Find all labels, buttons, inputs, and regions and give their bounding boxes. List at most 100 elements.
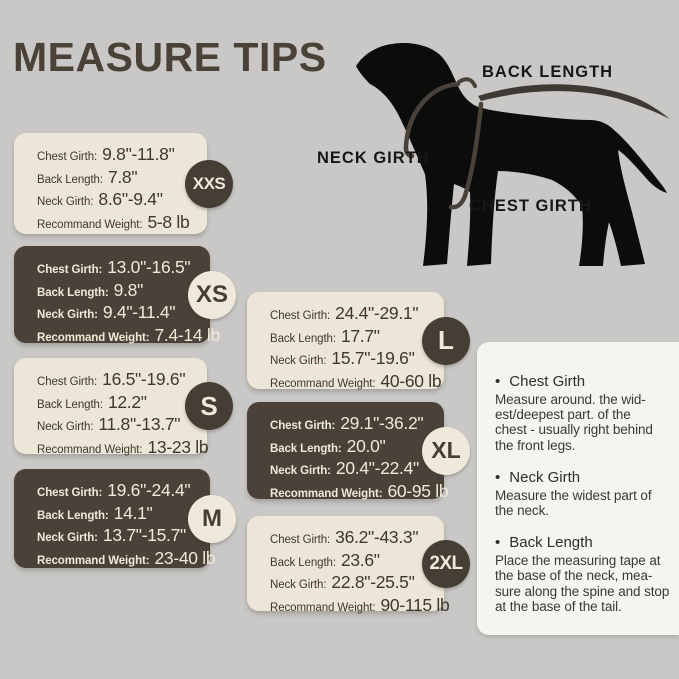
size-badge-label: XL bbox=[431, 437, 461, 463]
neck-girth-value: 22.8"-25.5" bbox=[331, 572, 415, 592]
weight-row: Recommand Weight: 40-60 lb bbox=[270, 371, 442, 394]
chest-girth-row: Chest Girth: 19.6"-24.4" bbox=[37, 480, 206, 503]
size-card-xxs: Chest Girth: 9.8"-11.8" Back Length: 7.8" … bbox=[14, 133, 233, 234]
back-length-row: Back Length: 9.8" bbox=[37, 280, 206, 303]
chest-girth-row: Chest Girth: 13.0"-16.5" bbox=[37, 257, 206, 280]
tip-heading: • Chest Girth bbox=[495, 373, 673, 390]
size-card-l: Chest Girth: 24.4"-29.1" Back Length: 17.7… bbox=[247, 292, 470, 391]
weight-row: Recommand Weight: 7.4-14 lb bbox=[37, 325, 220, 348]
size-card-xs: Chest Girth: 13.0"-16.5" Back Length: 9.8"… bbox=[14, 246, 236, 345]
tip-heading-text: Back Length bbox=[509, 534, 593, 552]
size-card-2xl: Chest Girth: 36.2"-43.3" Back Length: 23.6… bbox=[247, 516, 470, 615]
back-length-row: Back Length: 23.6" bbox=[270, 550, 440, 573]
neck-girth-field-label: Neck Girth: bbox=[37, 309, 98, 321]
back-length-value: 7.8" bbox=[107, 166, 138, 187]
weight-field-label: Recommand Weight: bbox=[270, 487, 383, 500]
neck-girth-row: Neck Girth: 8.6"-9.4" bbox=[37, 189, 203, 212]
back-length-value: 9.8" bbox=[113, 279, 144, 300]
chest-girth-value: 36.2"-43.3" bbox=[335, 527, 419, 547]
chest-girth-field-label: Chest Girth: bbox=[37, 151, 98, 163]
neck-girth-field-label: Neck Girth: bbox=[270, 355, 327, 367]
tip-body: Measure the widest part of the neck. bbox=[495, 487, 652, 519]
back-length-swoosh bbox=[478, 84, 670, 119]
tip-body: Place the measuring tape at the base of … bbox=[495, 553, 670, 614]
neck-girth-tape-top bbox=[457, 77, 477, 88]
neck-girth-field-label: Neck Girth: bbox=[37, 532, 98, 544]
chest-girth-value: 16.5"-19.6" bbox=[102, 369, 186, 389]
back-length-row: Back Length: 14.1" bbox=[37, 503, 206, 526]
back-length-field-label: Back Length: bbox=[270, 556, 336, 569]
tip-chest-girth: • Chest Girth Measure around. the wid- es… bbox=[495, 373, 673, 453]
size-badge-label: M bbox=[202, 504, 222, 532]
weight-row: Recommand Weight: 23-40 lb bbox=[37, 548, 216, 571]
weight-field-label: Recommand Weight: bbox=[37, 554, 150, 567]
bullet-icon: • bbox=[495, 468, 501, 486]
back-length-field-label: Back Length: bbox=[37, 509, 109, 522]
chest-girth-field-label: Chest Girth: bbox=[37, 376, 98, 388]
page-title: MEASURE TIPS bbox=[13, 34, 327, 80]
size-card-xl: Chest Girth: 29.1"-36.2" Back Length: 20.0… bbox=[247, 402, 470, 501]
neck-girth-row: Neck Girth: 22.8"-25.5" bbox=[270, 572, 440, 595]
back-length-row: Back Length: 20.0" bbox=[270, 436, 440, 459]
chest-girth-tape bbox=[448, 101, 484, 210]
neck-girth-row: Neck Girth: 11.8"-13.7" bbox=[37, 414, 203, 437]
chest-girth-value: 13.0"-16.5" bbox=[107, 257, 191, 277]
bullet-icon: • bbox=[495, 534, 501, 552]
chest-girth-value: 24.4"-29.1" bbox=[335, 303, 419, 323]
weight-value: 5-8 lb bbox=[147, 211, 190, 232]
back-length-value: 14.1" bbox=[113, 502, 153, 523]
tip-back-length: • Back Length Place the measuring tape at… bbox=[495, 534, 673, 614]
weight-value: 13-23 lb bbox=[147, 436, 209, 457]
chest-girth-row: Chest Girth: 29.1"-36.2" bbox=[270, 413, 440, 436]
size-badge-xs: XS bbox=[188, 270, 236, 319]
neck-girth-value: 8.6"-9.4" bbox=[98, 189, 163, 209]
tip-heading: • Back Length bbox=[495, 534, 673, 551]
weight-row: Recommand Weight: 13-23 lb bbox=[37, 437, 209, 460]
neck-girth-field-label: Neck Girth: bbox=[270, 465, 331, 477]
back-length-field-label: Back Length: bbox=[270, 332, 336, 345]
neck-girth-row: Neck Girth: 9.4"-11.4" bbox=[37, 302, 206, 325]
dog-diagram bbox=[356, 43, 670, 266]
size-badge-s: S bbox=[185, 382, 233, 430]
weight-field-label: Recommand Weight: bbox=[37, 218, 143, 231]
dog-silhouette bbox=[356, 43, 667, 266]
back-length-value: 20.0" bbox=[346, 435, 386, 456]
chest-girth-row: Chest Girth: 36.2"-43.3" bbox=[270, 527, 440, 550]
neck-girth-value: 15.7"-19.6" bbox=[331, 348, 415, 368]
size-badge-label: S bbox=[200, 390, 218, 421]
back-length-field-label: Back Length: bbox=[37, 398, 103, 411]
neck-girth-value: 13.7"-15.7" bbox=[102, 525, 186, 545]
back-length-row: Back Length: 7.8" bbox=[37, 167, 203, 190]
size-card-s: Chest Girth: 16.5"-19.6" Back Length: 12.2… bbox=[14, 358, 233, 457]
chest-girth-row: Chest Girth: 16.5"-19.6" bbox=[37, 369, 203, 392]
back-length-value: 12.2" bbox=[107, 391, 147, 412]
neck-girth-field-label: Neck Girth: bbox=[37, 196, 94, 208]
neck-girth-value: 9.4"-11.4" bbox=[102, 302, 176, 322]
weight-field-label: Recommand Weight: bbox=[37, 331, 150, 344]
chest-girth-field-label: Chest Girth: bbox=[270, 420, 336, 432]
size-badge-xxs: XXS bbox=[185, 159, 233, 208]
size-badge-label: XS bbox=[195, 280, 228, 308]
weight-value: 23-40 lb bbox=[154, 547, 216, 568]
chest-girth-row: Chest Girth: 9.8"-11.8" bbox=[37, 144, 203, 167]
size-card-m: Chest Girth: 19.6"-24.4" Back Length: 14.1… bbox=[14, 469, 236, 571]
chest-girth-value: 19.6"-24.4" bbox=[107, 480, 191, 500]
chest-girth-row: Chest Girth: 24.4"-29.1" bbox=[270, 303, 440, 326]
neck-girth-value: 11.8"-13.7" bbox=[98, 414, 181, 434]
weight-row: Recommand Weight: 60-95 lb bbox=[270, 481, 449, 504]
weight-value: 60-95 lb bbox=[387, 480, 449, 501]
bullet-icon: • bbox=[495, 373, 501, 390]
chest-girth-value: 9.8"-11.8" bbox=[102, 144, 175, 164]
back-length-row: Back Length: 12.2" bbox=[37, 392, 203, 415]
chest-girth-field-label: Chest Girth: bbox=[270, 534, 331, 546]
weight-value: 7.4-14 lb bbox=[154, 324, 220, 345]
size-badge-l: L bbox=[422, 316, 470, 365]
neck-girth-field-label: Neck Girth: bbox=[270, 579, 327, 591]
chest-girth-field-label: Chest Girth: bbox=[37, 264, 103, 276]
neck-girth-row: Neck Girth: 20.4"-22.4" bbox=[270, 458, 440, 481]
size-badge-xl: XL bbox=[422, 426, 470, 475]
back-length-field-label: Back Length: bbox=[37, 286, 109, 299]
neck-girth-row: Neck Girth: 15.7"-19.6" bbox=[270, 348, 440, 371]
back-length-field-label: Back Length: bbox=[37, 173, 103, 186]
